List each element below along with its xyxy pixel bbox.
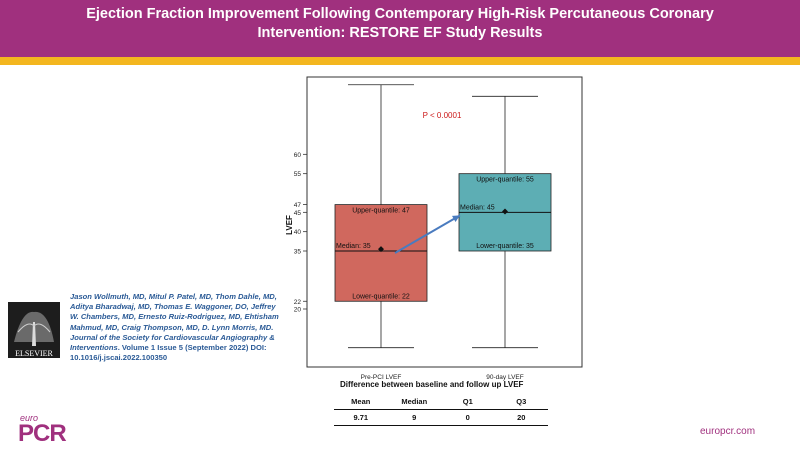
citation-volume: . Volume 1 Issue 5 (September 2022) [117,343,249,353]
upper-quantile-label: Upper-quantile: 47 [352,208,410,215]
header-q1: Q1 [462,397,473,406]
median-label: Median: 35 [336,243,371,250]
y-tick-label: 35 [294,249,302,256]
pcr-logo: PCR [18,420,67,447]
x-tick-label: 90-day LVEF [486,374,523,381]
lower-quantile-label: Lower-quantile: 22 [352,293,410,300]
upper-quantile-label: Upper-quantile: 55 [476,177,534,184]
y-tick-label: 47 [294,202,302,209]
change-arrow [394,214,461,254]
difference-table-title: Difference between baseline and follow u… [340,380,524,389]
value-mean: 9.71 [353,413,369,422]
elsevier-tree-icon: ELSEVIER [8,302,60,358]
median-label: Median: 45 [460,204,495,211]
header-median: Median [401,397,428,406]
difference-table: Mean Median Q1 Q3 9.71 9 0 20 [334,394,548,426]
title-banner [0,0,800,57]
citation-journal: Journal of the Society for Cardiovascula… [70,332,275,353]
y-tick-label: 22 [294,299,302,306]
page-title: Ejection Fraction Improvement Following … [86,6,714,41]
y-tick-label: 45 [294,210,302,217]
citation-authors: Jason Wollmuth, MD, Mitul P. Patel, MD, … [70,292,279,332]
p-value-annotation: P < 0.0001 [423,111,462,120]
mean-marker [378,246,384,253]
value-q1: 0 [465,413,470,422]
elsevier-logo: ELSEVIER [8,302,60,358]
plot-frame [306,76,583,368]
change-arrow-head [452,215,460,222]
y-tick-label: 60 [294,152,302,159]
y-tick-label: 40 [294,229,302,236]
box [334,204,428,302]
y-axis-label: LVEF [285,215,294,235]
header-mean: Mean [351,397,371,406]
pcr-logo-small: euro [20,413,39,423]
banner-stripe [0,57,800,65]
value-median: 9 [412,413,417,422]
elsevier-logo-text: ELSEVIER [15,349,53,358]
site-link[interactable]: europcr.com [700,426,756,437]
header-q3: Q3 [516,397,527,406]
y-tick-label: 20 [294,307,302,314]
mean-marker [502,208,508,215]
value-q3: 20 [517,413,526,422]
y-tick-label: 55 [294,171,302,178]
x-tick-label: Pre-PCI LVEF [361,374,402,381]
citation: Jason Wollmuth, MD, Mitul P. Patel, MD, … [70,292,285,363]
citation-doi: DOI: 10.1016/j.jscai.2022.100350 [70,343,267,363]
lower-quantile-label: Lower-quantile: 35 [476,243,534,250]
